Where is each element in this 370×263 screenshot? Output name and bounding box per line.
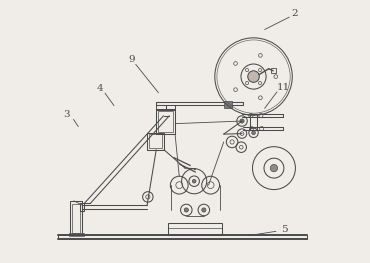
Bar: [271, 68, 276, 73]
Circle shape: [248, 71, 259, 82]
Bar: [68, 233, 84, 236]
Bar: [80, 203, 84, 211]
Text: 5: 5: [280, 225, 287, 234]
Bar: [147, 133, 164, 150]
Text: 3: 3: [63, 110, 70, 119]
Bar: [72, 204, 80, 233]
Circle shape: [252, 131, 255, 135]
Circle shape: [240, 119, 244, 123]
Circle shape: [184, 208, 188, 212]
Bar: [149, 134, 162, 148]
Bar: [168, 223, 222, 235]
Bar: [156, 105, 175, 110]
Text: 9: 9: [128, 55, 135, 64]
Circle shape: [192, 179, 196, 183]
Bar: [156, 109, 175, 134]
Circle shape: [202, 208, 206, 212]
Bar: [224, 102, 232, 108]
Text: 2: 2: [291, 9, 298, 18]
Bar: [70, 201, 83, 235]
Circle shape: [270, 164, 278, 172]
Text: 11: 11: [276, 83, 290, 92]
Bar: [158, 111, 173, 132]
Text: 4: 4: [97, 84, 103, 93]
